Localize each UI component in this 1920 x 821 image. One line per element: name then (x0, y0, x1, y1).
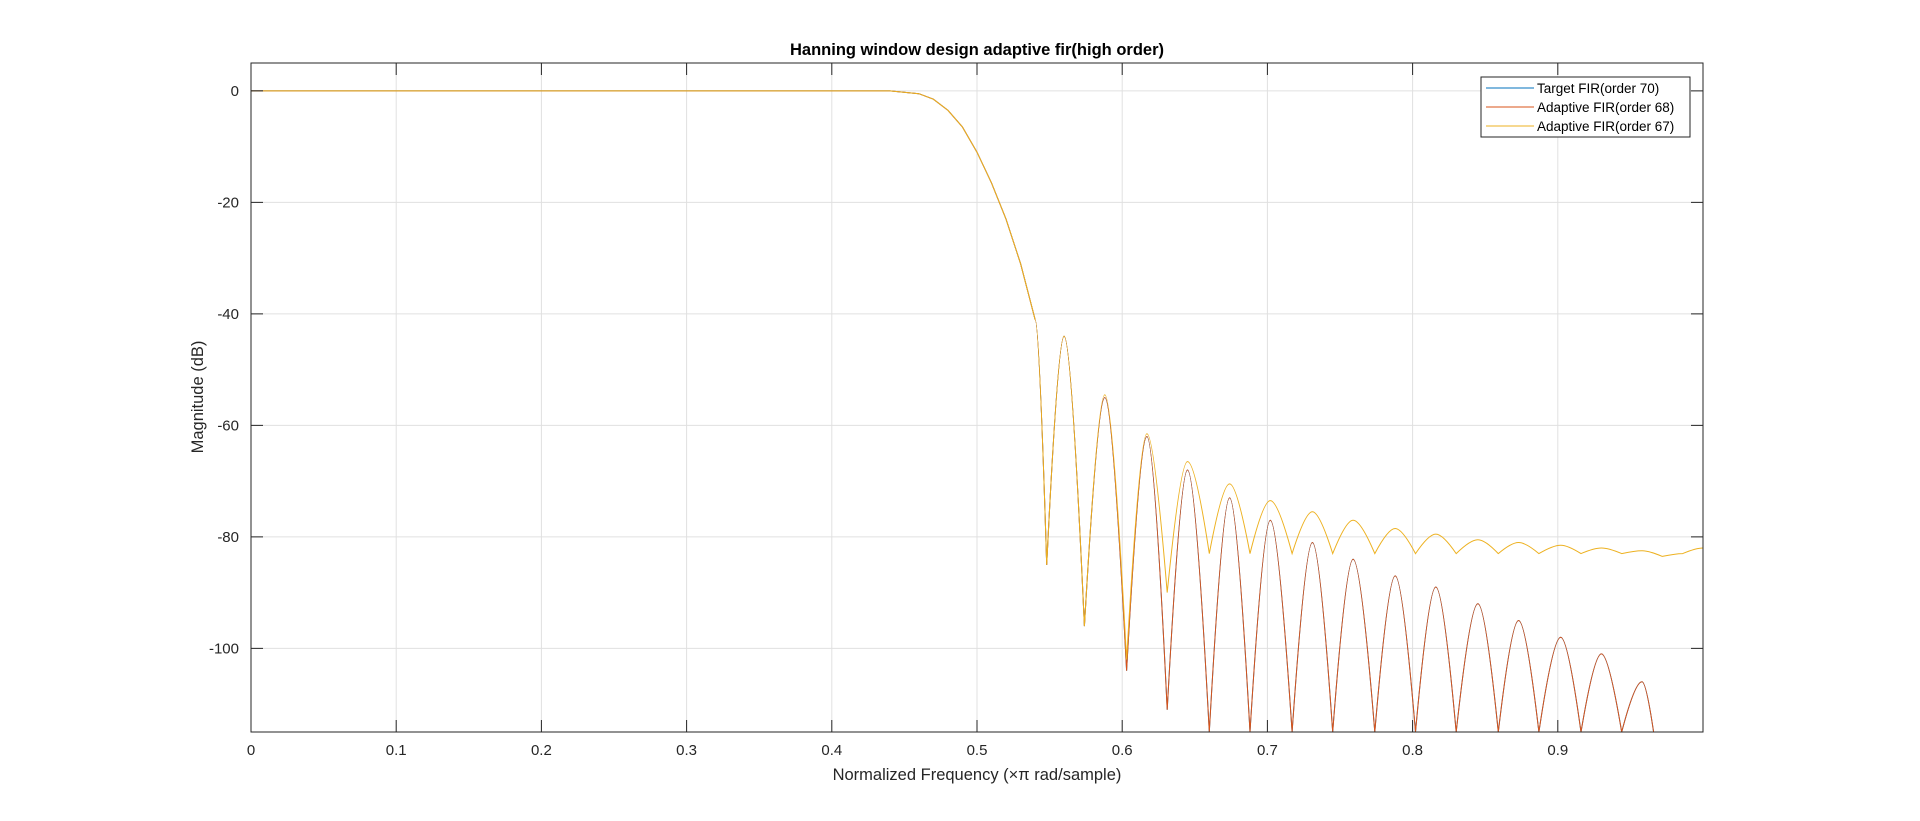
plot-area (251, 90, 1703, 732)
legend-label-target: Target FIR(order 70) (1537, 81, 1659, 96)
x-tick-label: 0.7 (1257, 742, 1278, 759)
x-tick-label: 0.2 (531, 742, 552, 759)
y-tick-label: -60 (217, 417, 239, 434)
axis-ticks: 0 0.1 0.2 0.3 0.4 0.5 0.6 0.7 0.8 0.9 0 -20 -40 -60 -8… (209, 63, 1703, 759)
chart-title: Hanning window design adaptive fir(high … (790, 41, 1164, 59)
series-line-2 (251, 90, 1703, 660)
legend-label-adaptive-67: Adaptive FIR(order 67) (1537, 119, 1674, 134)
x-tick-label: 0.3 (676, 742, 697, 759)
legend-label-adaptive-68: Adaptive FIR(order 68) (1537, 100, 1674, 115)
x-tick-label: 0.6 (1112, 742, 1133, 759)
x-axis-label: Normalized Frequency (×π rad/sample) (833, 766, 1122, 784)
y-tick-label: 0 (231, 83, 239, 100)
y-axis-label: Magnitude (dB) (189, 341, 207, 454)
x-tick-label: 0.9 (1547, 742, 1568, 759)
y-tick-label: -100 (209, 640, 239, 657)
x-tick-label: 0.8 (1402, 742, 1423, 759)
grid (250, 63, 1703, 732)
x-tick-label: 0.4 (821, 742, 842, 759)
x-tick-label: 0.5 (967, 742, 988, 759)
legend[interactable]: Target FIR(order 70) Adaptive FIR(order … (1480, 76, 1691, 138)
x-tick-label: 0.1 (386, 742, 407, 759)
y-tick-label: -40 (217, 306, 239, 323)
y-tick-label: -20 (217, 194, 239, 211)
y-tick-label: -80 (217, 529, 239, 546)
series-group (251, 90, 1703, 732)
series-line-1 (251, 90, 1655, 732)
x-tick-label: 0 (247, 742, 255, 759)
